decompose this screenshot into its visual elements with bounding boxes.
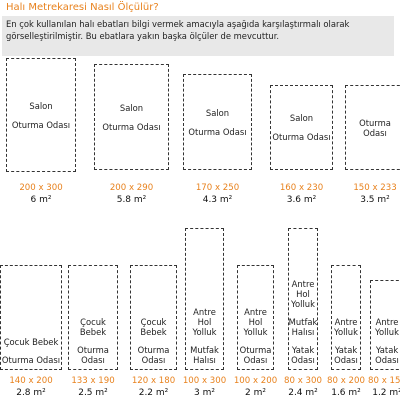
room-label: Çocuk Bebek xyxy=(3,337,59,347)
rug-outline: Salon Oturma Odası xyxy=(6,58,76,172)
rug-size: 140 x 200 xyxy=(9,376,53,386)
rug-outline: Salon Oturma Odası xyxy=(94,64,169,170)
rug-area: 6 m² xyxy=(30,195,52,205)
rug-size: 150 x 233 xyxy=(353,183,397,193)
room-label: Antre Yolluk xyxy=(334,317,358,337)
rug-size: 170 x 250 xyxy=(195,183,240,193)
rug-outline: Çocuk Bebek Oturma Odası xyxy=(68,265,118,370)
rug-size: 160 x 230 xyxy=(279,183,324,193)
room-label: Salon xyxy=(119,102,144,113)
rug-size: 120 x 180 xyxy=(131,376,176,386)
rug-area: 1.6 m² xyxy=(331,388,361,398)
rug-outline: Salon Oturma Odası xyxy=(270,85,333,170)
rug-size: 80 x 300 xyxy=(284,376,322,386)
rug-size: 200 x 290 xyxy=(109,183,154,193)
room-label: Oturma Odası xyxy=(188,126,247,137)
room-label: Salon xyxy=(205,107,230,118)
rug-size: 80 x 200 xyxy=(327,376,365,386)
rug-outline: Antre Yolluk Yatak Odası xyxy=(370,280,400,370)
rug-area: 2.8 m² xyxy=(16,388,46,398)
rug-size: 100 x 300 xyxy=(182,376,227,386)
rug-area: 2 m² xyxy=(245,388,266,398)
rug-area: 2.4 m² xyxy=(288,388,318,398)
room-label: Antre Yolluk xyxy=(375,317,399,337)
rug-size: 80 x 150 xyxy=(368,376,400,386)
room-label: Salon xyxy=(29,100,53,111)
room-label: Antre Hol Yolluk xyxy=(243,307,268,337)
room-label: Oturma Odası xyxy=(77,345,109,365)
room-label: Antre Hol Yolluk xyxy=(192,307,217,337)
room-label: Antre Hol Yolluk xyxy=(291,279,315,309)
room-label: Çocuk Bebek xyxy=(140,317,167,337)
room-label: Oturma Odası xyxy=(239,345,272,365)
rug-outline: Çocuk Bebek Oturma Odası xyxy=(130,265,177,370)
room-label: Yatak Odası xyxy=(334,345,358,365)
room-label: Oturma Odası xyxy=(1,355,61,365)
rug-area: 3 m² xyxy=(194,388,215,398)
rug-outline: Antre Hol Yolluk Oturma Odası xyxy=(237,265,274,370)
rug-area: 5.8 m² xyxy=(116,195,147,205)
rug-outline: Oturma Odası xyxy=(345,85,400,170)
rug-area: 4.3 m² xyxy=(202,195,233,205)
rug-area: 2.5 m² xyxy=(78,388,108,398)
room-label: Yatak Odası xyxy=(375,345,399,365)
room-label: Oturma Odası xyxy=(102,121,161,132)
room-label: Mutfak Halısı xyxy=(288,317,318,337)
rug-size: 133 x 190 xyxy=(71,376,115,386)
rug-size: 200 x 300 xyxy=(19,183,63,193)
room-label: Yatak Odası xyxy=(291,345,315,365)
room-label: Oturma Odası xyxy=(137,345,170,365)
rug-area: 3.6 m² xyxy=(286,195,317,205)
room-label: Oturma Odası xyxy=(272,132,331,142)
rug-outline: Antre Hol Yolluk Mutfak Halısı xyxy=(185,228,224,370)
rug-outline: Antre Hol Yolluk Mutfak Halısı Yatak Odası xyxy=(288,228,318,370)
rug-outline: Çocuk Bebek Oturma Odası xyxy=(0,265,62,370)
room-label: Çocuk Bebek xyxy=(79,317,107,337)
rug-outline: Antre Yolluk Yatak Odası xyxy=(331,265,361,370)
room-label: Mutfak Halısı xyxy=(190,345,219,365)
room-label: Oturma Odası xyxy=(11,119,71,130)
title: Halı Metrekaresi Nasıl Ölçülür? xyxy=(6,2,159,13)
rug-size: 100 x 200 xyxy=(233,376,278,386)
rug-area: 1.2 m² xyxy=(372,388,400,398)
room-label: Salon xyxy=(289,113,314,123)
rug-outline: Salon Oturma Odası xyxy=(183,74,252,170)
rug-area: 2.2 m² xyxy=(138,388,169,398)
room-label: Oturma Odası xyxy=(359,117,391,138)
intro: En çok kullanılan halı ebatları bilgi ve… xyxy=(2,16,394,56)
rug-area: 3.5 m² xyxy=(360,195,390,205)
